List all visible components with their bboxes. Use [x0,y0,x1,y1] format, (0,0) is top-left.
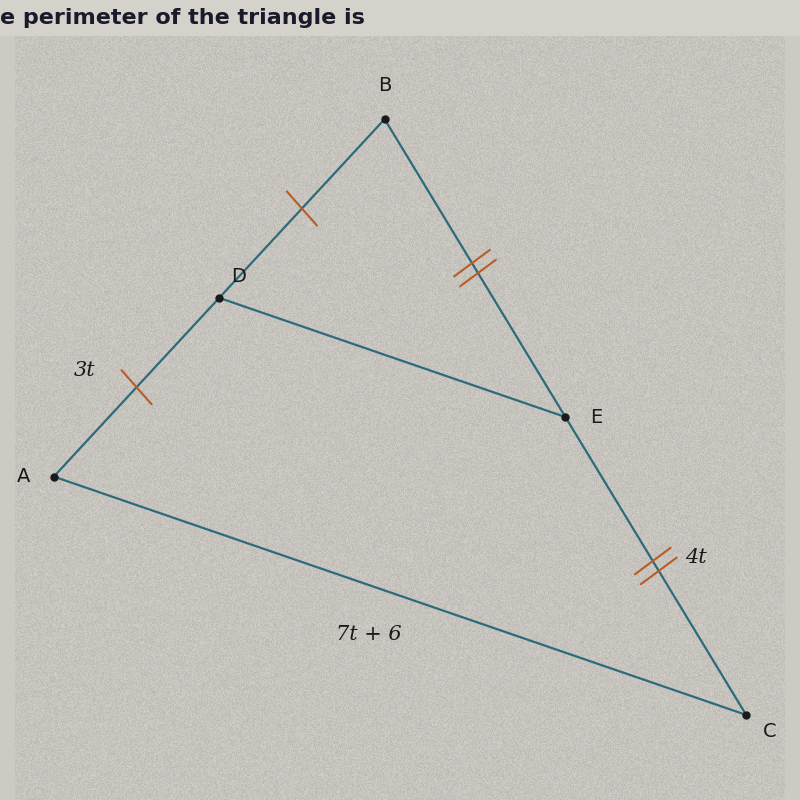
Text: 3t: 3t [74,361,95,380]
Text: C: C [762,722,776,742]
Bar [0,0,800,36]
Text: 7t + 6: 7t + 6 [337,625,402,643]
Text: B: B [378,76,391,94]
Text: A: A [16,467,30,486]
Text: e perimeter of the triangle is: e perimeter of the triangle is [0,7,365,27]
Text: 4t: 4t [686,548,707,567]
Text: D: D [231,267,246,286]
Text: E: E [590,407,602,426]
